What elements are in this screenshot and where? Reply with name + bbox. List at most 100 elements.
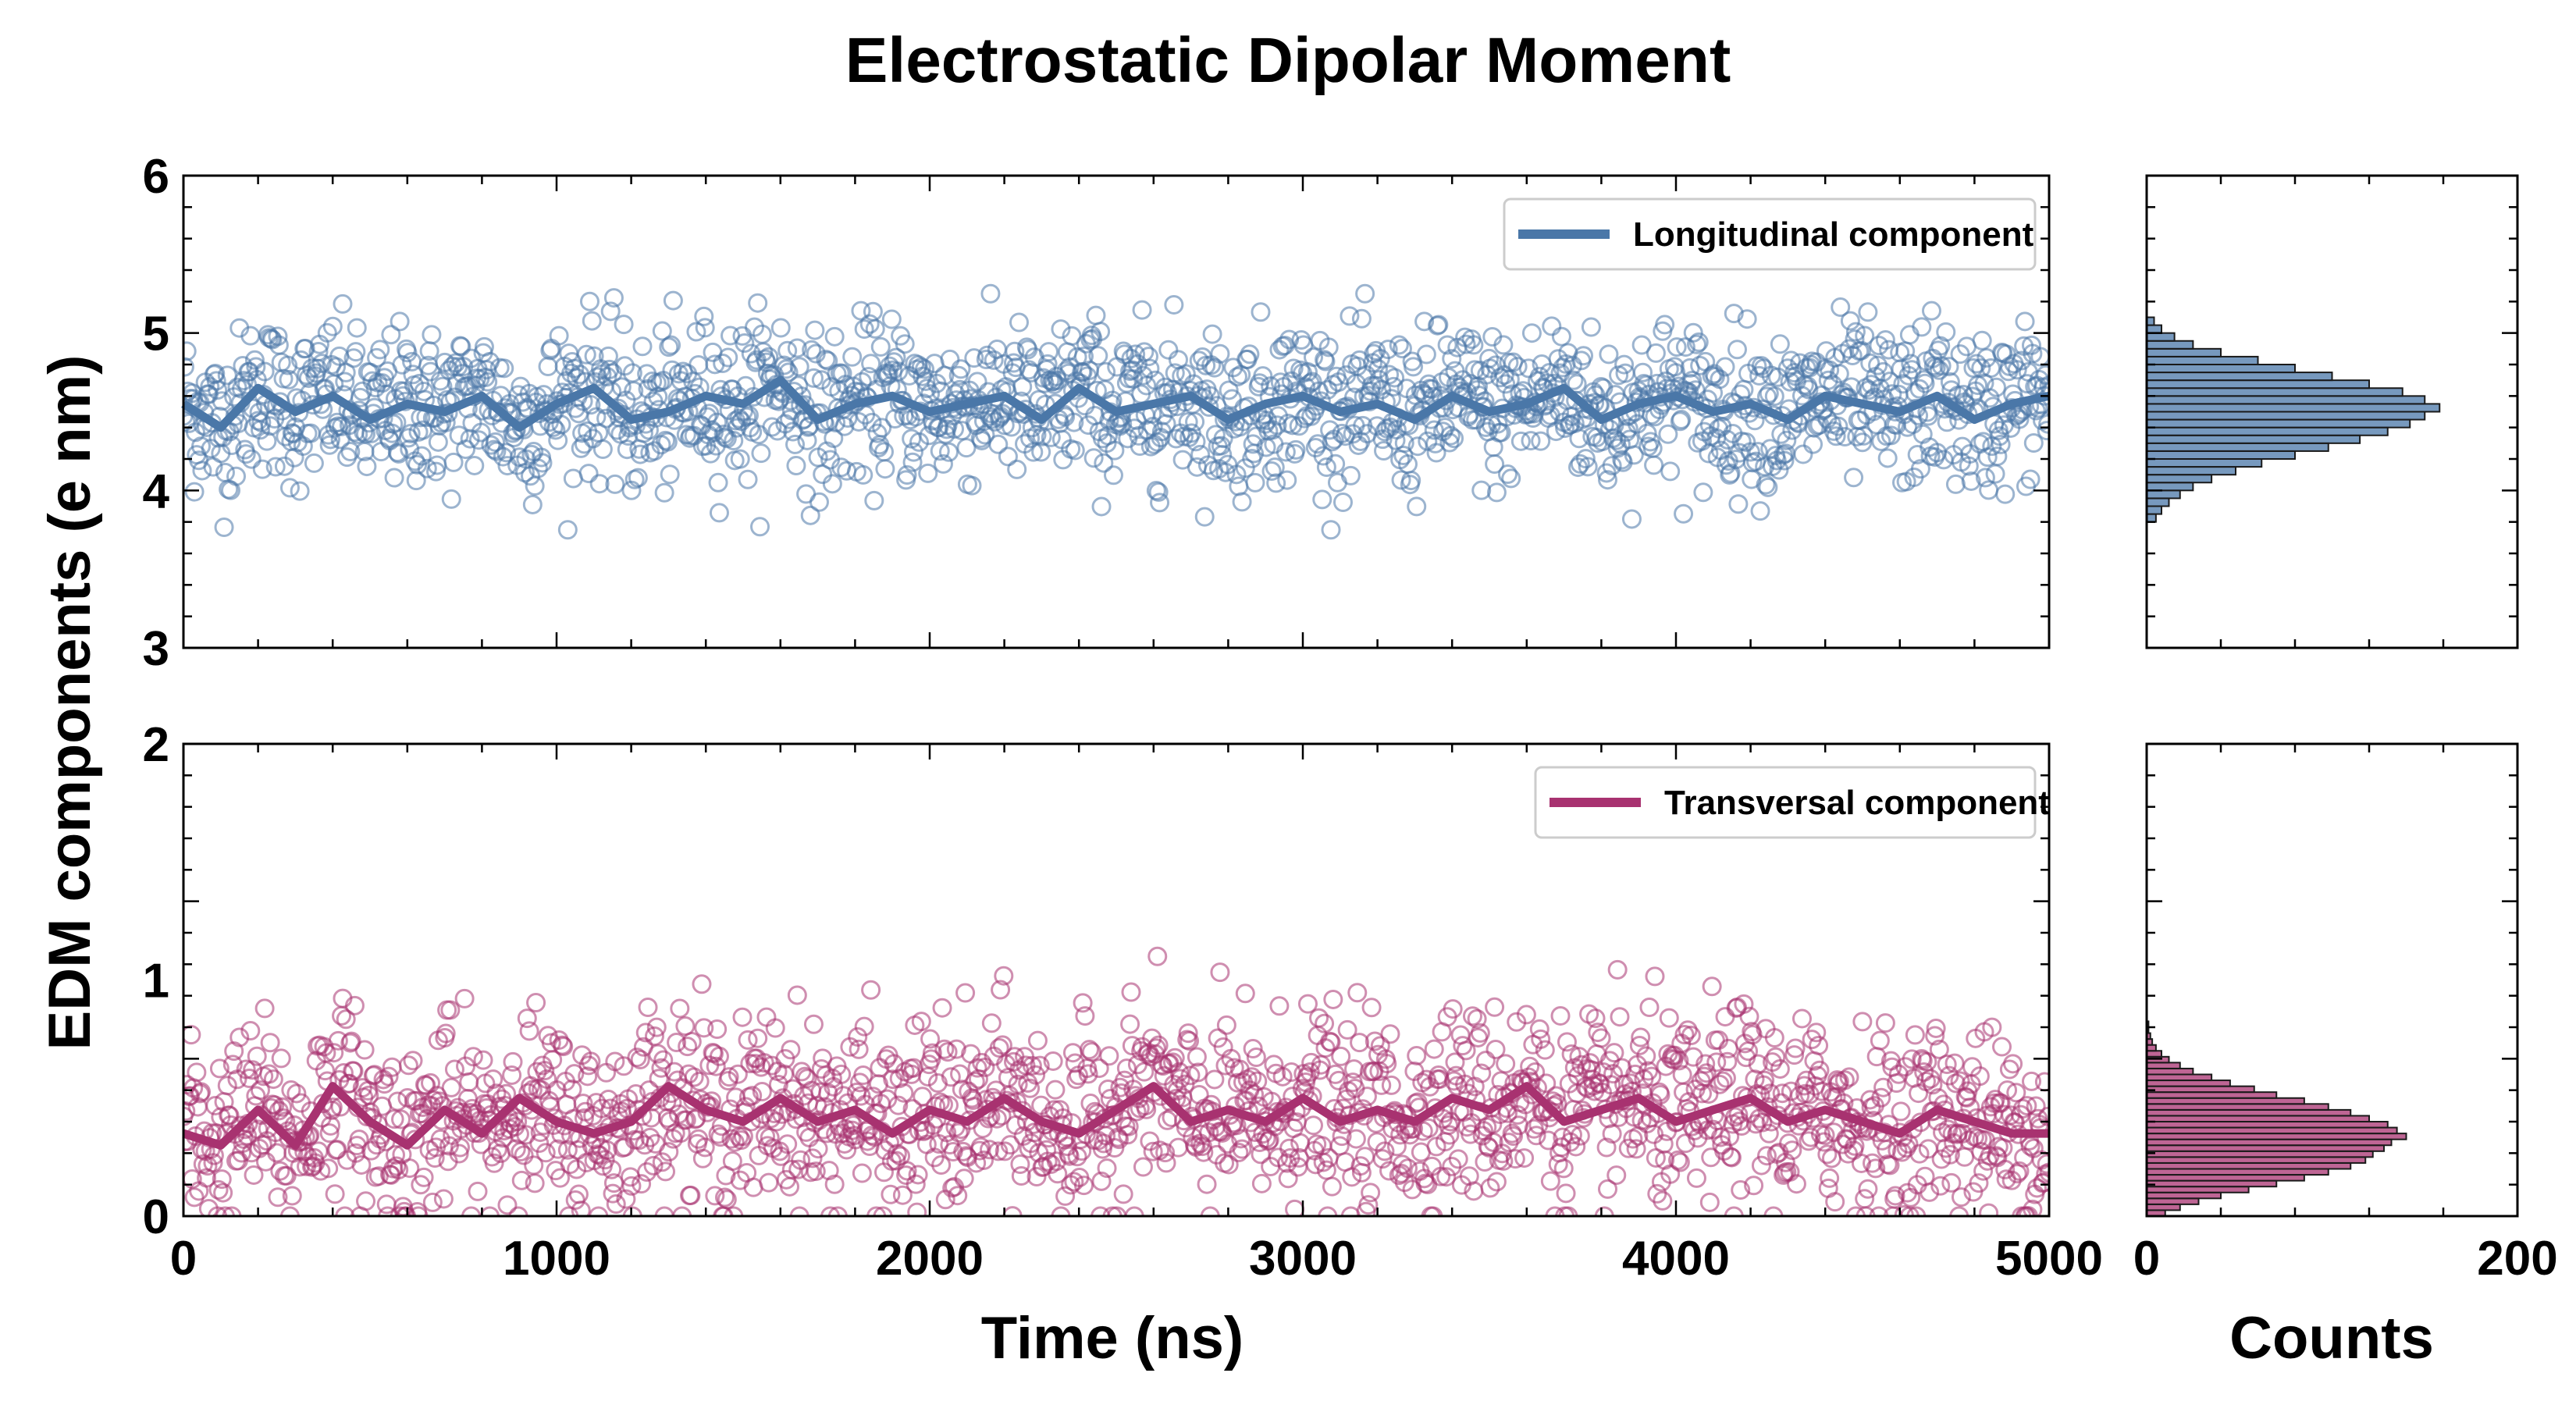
- data-point: [1197, 1174, 1217, 1194]
- data-point: [1216, 1015, 1236, 1035]
- data-point: [852, 1163, 872, 1183]
- data-point: [1621, 509, 1642, 529]
- data-point: [1344, 1059, 1364, 1080]
- data-point: [1764, 1028, 1784, 1048]
- data-point: [1894, 1204, 1914, 1216]
- data-point: [1269, 996, 1290, 1016]
- data-point: [1631, 335, 1652, 355]
- data-point: [1321, 1032, 1341, 1052]
- data-point: [789, 1206, 809, 1216]
- data-point: [1368, 359, 1389, 379]
- data-point: [932, 998, 952, 1018]
- data-point: [1899, 325, 1920, 345]
- y-tick-label: 3: [143, 622, 169, 676]
- data-point: [1521, 323, 1542, 343]
- data-point: [1350, 1033, 1370, 1053]
- data-point: [2039, 1162, 2049, 1183]
- data-point: [863, 301, 883, 322]
- data-point: [265, 457, 286, 477]
- data-point: [1602, 1124, 1622, 1144]
- data-point: [1290, 360, 1311, 380]
- data-point: [903, 442, 923, 462]
- data-point: [1748, 1054, 1768, 1074]
- data-point: [1515, 1094, 1535, 1115]
- data-point: [496, 1083, 517, 1104]
- data-point: [1727, 340, 1747, 360]
- data-point: [398, 1055, 418, 1076]
- data-point: [762, 417, 782, 437]
- data-point: [1316, 457, 1336, 477]
- data-point: [1270, 372, 1290, 393]
- data-point: [1439, 1115, 1459, 1136]
- data-point: [1852, 432, 1873, 453]
- data-point: [606, 1193, 626, 1214]
- data-point: [1358, 1195, 1379, 1215]
- data-point: [557, 1140, 578, 1160]
- data-point: [567, 1159, 587, 1179]
- data-point: [967, 372, 987, 392]
- data-point: [335, 372, 355, 392]
- data-point: [984, 350, 1004, 370]
- data-point: [215, 1206, 235, 1216]
- histogram-bar: [2146, 442, 2329, 452]
- histogram-bar: [2146, 505, 2162, 515]
- data-point: [1731, 1180, 1751, 1200]
- data-point: [1337, 1019, 1357, 1040]
- data-point: [848, 1026, 868, 1047]
- data-point: [752, 1082, 772, 1102]
- data-point: [286, 1083, 307, 1104]
- data-point: [1075, 396, 1095, 416]
- data-point: [1557, 1032, 1577, 1052]
- data-point: [1137, 1099, 1157, 1119]
- data-point: [1164, 294, 1184, 315]
- data-point: [1845, 1206, 1866, 1216]
- data-point: [768, 1075, 788, 1095]
- data-point: [1671, 410, 1692, 430]
- data-point: [240, 1021, 261, 1041]
- x-tick-label: 200: [2477, 1232, 2557, 1286]
- data-point: [911, 1012, 931, 1032]
- data-point: [709, 503, 729, 523]
- data-point: [665, 1123, 685, 1144]
- data-point: [950, 1064, 970, 1084]
- data-point: [759, 1172, 779, 1193]
- histogram-bar: [2146, 395, 2426, 405]
- data-point: [1133, 365, 1153, 386]
- data-point: [433, 1189, 454, 1209]
- data-point: [244, 1165, 264, 1185]
- data-point: [988, 434, 1009, 454]
- data-point: [511, 1142, 531, 1162]
- data-point: [567, 368, 587, 388]
- data-point: [2009, 409, 2030, 429]
- data-point: [2027, 1178, 2048, 1198]
- data-point: [333, 293, 353, 314]
- data-point: [1977, 447, 1998, 468]
- data-point: [356, 424, 376, 444]
- data-point: [1126, 344, 1146, 365]
- data-point: [1694, 1066, 1714, 1087]
- data-point: [1386, 430, 1406, 450]
- data-point: [550, 1168, 571, 1188]
- data-point: [222, 1206, 242, 1216]
- data-point: [2006, 406, 2026, 426]
- data-point: [1187, 1047, 1207, 1067]
- data-point: [268, 326, 288, 347]
- data-point: [907, 1202, 927, 1216]
- data-point: [1961, 471, 1981, 491]
- data-point: [980, 1140, 1000, 1160]
- data-point: [484, 1153, 504, 1173]
- data-point: [849, 411, 869, 432]
- data-point: [635, 1023, 656, 1043]
- data-point: [251, 412, 272, 432]
- data-point: [988, 1141, 1009, 1161]
- data-point: [1853, 425, 1873, 446]
- data-point: [422, 1192, 443, 1212]
- histogram-bar: [2146, 426, 2389, 436]
- data-point: [1037, 1151, 1058, 1172]
- data-point: [428, 432, 448, 452]
- data-point: [1423, 1206, 1443, 1216]
- data-point: [1513, 381, 1533, 401]
- data-point: [1834, 427, 1855, 447]
- data-point: [1739, 1006, 1759, 1026]
